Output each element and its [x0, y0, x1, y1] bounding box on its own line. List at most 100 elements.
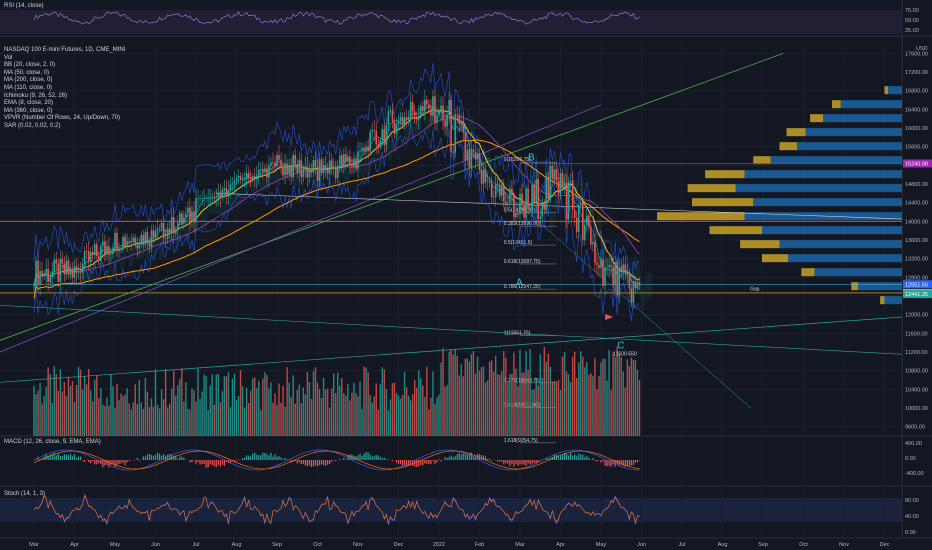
volume-bar: [116, 384, 118, 436]
macd-histogram-bar: [480, 455, 483, 460]
volume-bar: [559, 389, 562, 436]
volume-bar: [77, 366, 80, 436]
volume-bar: [262, 378, 264, 436]
candle-body: [586, 215, 588, 225]
time-tick-label: Jun: [151, 542, 160, 548]
volume-bar: [434, 403, 436, 436]
candle-body: [592, 242, 594, 245]
legend-study[interactable]: BB (20, close, 2, 0): [4, 62, 56, 69]
candle-body: [383, 129, 386, 145]
volume-bar: [193, 390, 195, 436]
volume-bar: [276, 404, 278, 436]
legend-study[interactable]: SAR (0.02, 0.02, 0.2): [4, 122, 61, 129]
macd-histogram-bar: [602, 460, 604, 462]
volume-bar: [65, 396, 68, 436]
candle-body: [484, 170, 487, 182]
volume-bar: [195, 401, 197, 436]
legend-study[interactable]: MA (110, close, 0): [4, 84, 52, 91]
macd-histogram-bar: [256, 454, 258, 460]
legend-study[interactable]: Ichimoku (9, 26, 52, 26): [4, 92, 68, 99]
price-tick-label: 12000.00: [905, 313, 928, 319]
legend-study[interactable]: VPVR (Number Of Rows, 24, Up/Down, 70): [4, 115, 121, 122]
candle-body: [507, 203, 509, 205]
candle-body: [215, 197, 218, 198]
macd-histogram-bar: [555, 454, 558, 460]
time-tick-label: Mar: [29, 542, 39, 548]
legend-title[interactable]: NASDAQ 100 E-mini Futures, 1D, CME_MINI: [4, 47, 126, 53]
candle-body: [197, 198, 199, 199]
macd-histogram-bar: [191, 460, 193, 463]
fib-level-label: 0.786(12547.25): [504, 284, 541, 290]
macd-histogram-bar: [264, 452, 266, 460]
volume-bar: [393, 382, 396, 436]
vpvr-down-bar: [687, 184, 736, 193]
volume-bar: [314, 367, 317, 436]
candle-body: [314, 160, 317, 167]
volume-bar: [100, 387, 102, 436]
macd-histogram-bar: [298, 460, 300, 463]
candle-body: [614, 262, 616, 286]
macd-histogram-bar: [570, 452, 572, 460]
candle-body: [476, 153, 479, 160]
macd-histogram-bar: [521, 460, 523, 465]
candle-body: [233, 180, 236, 184]
vpvr-up-bar: [797, 142, 902, 151]
candle-body: [525, 188, 527, 218]
volume-bar: [320, 397, 323, 436]
candle-body: [492, 197, 495, 198]
price-badge: 12651.50: [903, 280, 932, 289]
candle-body: [490, 182, 493, 198]
legend-study[interactable]: Vol: [4, 54, 13, 61]
candle-body: [255, 175, 258, 180]
volume-bar: [584, 367, 586, 436]
macd-histogram-bar: [343, 457, 345, 460]
volume-bar: [223, 376, 226, 436]
legend-study[interactable]: MA (360, close, 0): [4, 107, 53, 114]
candle-body: [373, 130, 375, 131]
macd-histogram-bar: [197, 460, 199, 462]
macd-histogram-bar: [108, 460, 110, 468]
volume-bar: [592, 375, 594, 436]
volume-bar: [61, 391, 64, 436]
vpvr-up-bar: [735, 184, 902, 193]
volume-bar: [454, 349, 456, 436]
time-tick-label: May: [596, 542, 607, 548]
volume-bar: [561, 356, 564, 436]
candle-body: [264, 168, 266, 172]
volume-bar: [547, 353, 550, 436]
macd-histogram-bar: [428, 460, 430, 464]
macd-histogram-bar: [116, 460, 118, 466]
candle-body: [43, 273, 45, 277]
volume-bar: [298, 384, 300, 436]
candle-body: [395, 123, 398, 134]
candle-body: [160, 223, 163, 228]
macd-histogram-bar: [136, 457, 138, 460]
currency-label: USD: [916, 46, 928, 52]
macd-histogram-bar: [183, 457, 185, 460]
macd-histogram-bar: [596, 460, 598, 462]
macd-histogram-bar: [561, 454, 564, 460]
candle-body: [498, 184, 501, 196]
volume-bar: [472, 351, 475, 436]
volume-bar: [221, 391, 224, 436]
candle-body: [154, 230, 157, 238]
macd-histogram-bar: [572, 455, 574, 460]
legend-study[interactable]: MA (200, close, 0): [4, 77, 53, 84]
candle-body: [162, 223, 165, 238]
candle-body: [77, 271, 80, 273]
candle-body: [596, 262, 598, 266]
macd-histogram-bar: [531, 460, 533, 464]
macd-histogram-bar: [565, 454, 568, 460]
candle-body: [523, 205, 525, 218]
volume-bar: [152, 406, 155, 436]
macd-histogram-bar: [152, 455, 155, 460]
macd-histogram-bar: [302, 460, 304, 464]
volume-bar: [79, 369, 82, 436]
candle-body: [280, 159, 282, 167]
volume-bar: [39, 382, 41, 436]
stoch-band: [0, 498, 902, 522]
macd-histogram-bar: [201, 460, 203, 465]
legend-study[interactable]: EMA (8, close, 20): [4, 100, 54, 107]
legend-study[interactable]: MA (50, close, 0): [4, 69, 50, 76]
